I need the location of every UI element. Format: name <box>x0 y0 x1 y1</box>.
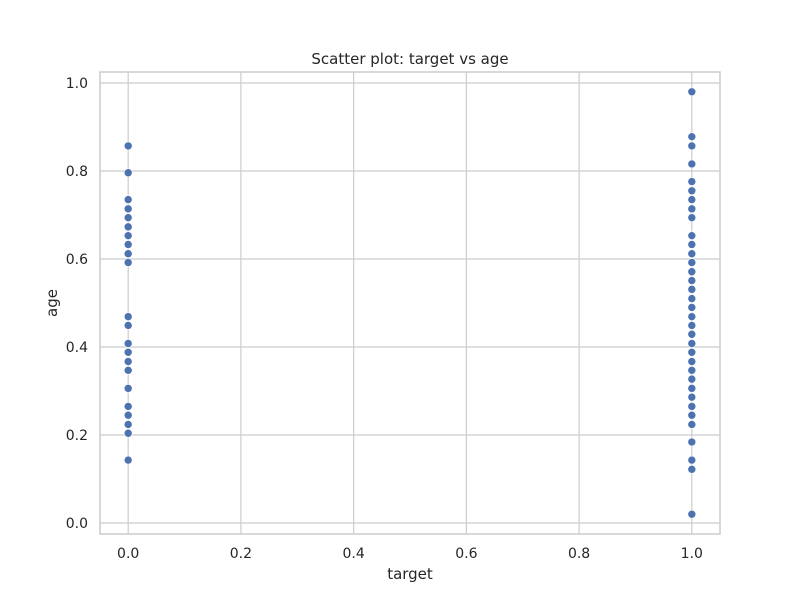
data-point <box>687 186 697 196</box>
data-point <box>123 384 133 393</box>
y-tick-label: 0.0 <box>66 516 88 532</box>
x-tick-label: 0.8 <box>568 546 590 562</box>
x-tick-label: 1.0 <box>681 546 703 562</box>
data-point <box>687 509 697 519</box>
x-tick-label: 0.6 <box>455 546 477 562</box>
y-tick-label: 0.6 <box>66 252 88 268</box>
y-tick-label: 0.2 <box>66 428 88 444</box>
data-point <box>123 402 133 411</box>
data-point <box>123 321 133 330</box>
data-point <box>687 249 697 259</box>
data-point <box>687 339 697 348</box>
data-point <box>123 347 133 357</box>
data-point <box>687 402 697 411</box>
data-point <box>123 312 133 321</box>
chart-title: Scatter plot: target vs age <box>311 50 508 68</box>
data-points <box>123 87 697 519</box>
data-point <box>687 321 697 330</box>
data-point <box>687 240 697 249</box>
data-point <box>687 213 697 222</box>
data-point <box>687 455 697 465</box>
data-point <box>687 437 697 447</box>
data-point <box>687 258 697 267</box>
x-tick-label: 0.2 <box>230 546 252 562</box>
data-point <box>687 329 697 339</box>
x-tick-label: 0.0 <box>117 546 139 562</box>
data-point <box>687 285 697 294</box>
data-point <box>123 339 133 348</box>
data-point <box>687 87 697 97</box>
data-point <box>123 410 133 420</box>
data-point <box>687 465 697 474</box>
data-point <box>687 177 697 186</box>
data-point <box>123 168 133 178</box>
data-point <box>687 159 697 169</box>
data-point <box>687 141 697 151</box>
data-point <box>687 410 697 420</box>
data-point <box>123 258 133 267</box>
data-point <box>687 392 697 402</box>
data-point <box>123 213 133 222</box>
x-axis-label: target <box>387 565 433 583</box>
data-point <box>687 347 697 357</box>
data-point <box>687 195 697 204</box>
y-tick-label: 0.4 <box>66 340 88 356</box>
data-point <box>687 357 697 366</box>
data-point <box>123 204 133 214</box>
y-tick-label: 0.8 <box>66 164 88 180</box>
y-tick-label: 1.0 <box>66 76 88 92</box>
data-point <box>687 366 697 375</box>
data-point <box>123 357 133 366</box>
plot-frame <box>99 71 721 535</box>
data-point <box>123 222 133 232</box>
data-point <box>687 303 697 312</box>
data-point <box>687 374 697 384</box>
x-tick-label: 0.4 <box>343 546 365 562</box>
data-point <box>123 455 133 465</box>
data-point <box>123 141 133 151</box>
data-point <box>687 312 697 321</box>
data-point <box>687 276 697 285</box>
data-point <box>687 294 697 303</box>
data-point <box>123 428 133 438</box>
data-point <box>687 204 697 214</box>
data-point <box>123 249 133 259</box>
data-point <box>687 384 697 393</box>
data-point <box>687 267 697 277</box>
data-point <box>687 132 697 141</box>
data-point <box>123 240 133 249</box>
data-point <box>123 366 133 375</box>
data-point <box>687 231 697 240</box>
y-ticks: 0.0 0.2 0.4 0.6 0.8 1.0 <box>66 76 88 532</box>
x-ticks: 0.0 0.2 0.4 0.6 0.8 1.0 <box>117 546 703 562</box>
data-point <box>123 231 133 240</box>
y-axis-label: age <box>43 289 61 317</box>
data-point <box>123 195 133 204</box>
data-point <box>687 420 697 429</box>
data-point <box>123 420 133 429</box>
